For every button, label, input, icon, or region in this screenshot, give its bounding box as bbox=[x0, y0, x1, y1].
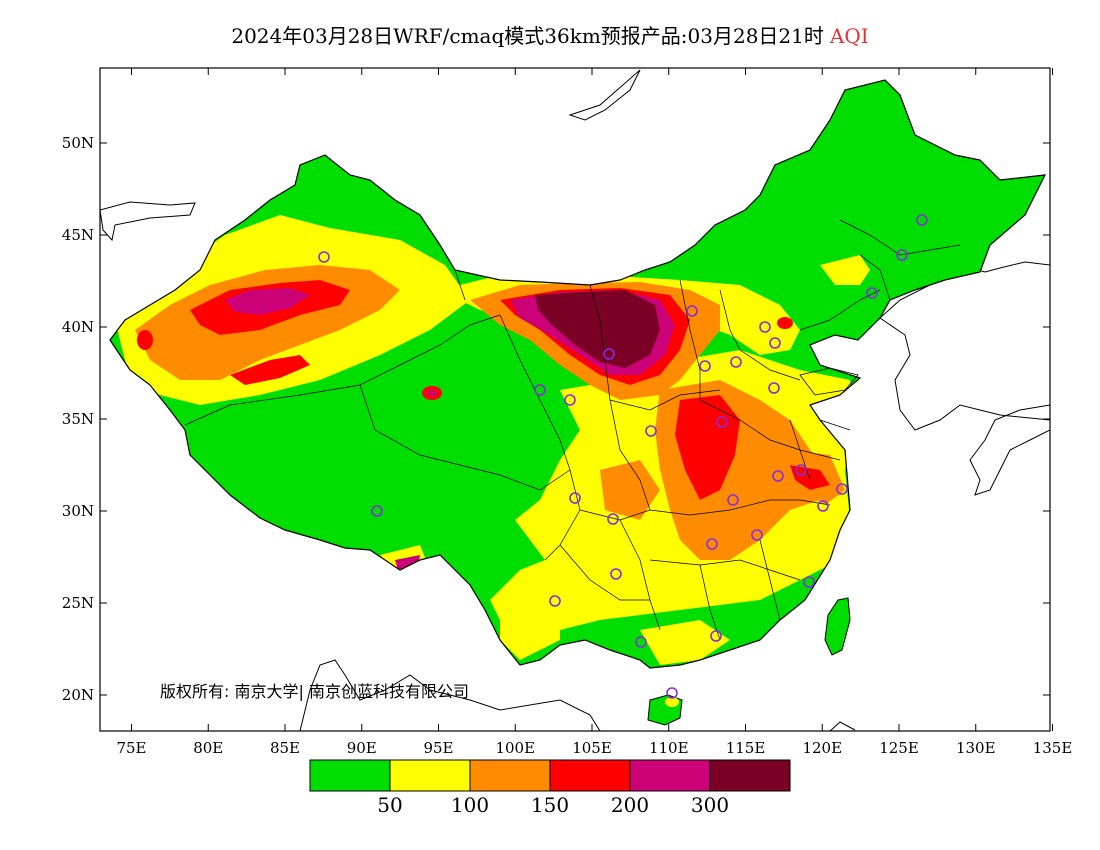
station-marker bbox=[318, 251, 330, 263]
station-marker bbox=[866, 287, 878, 299]
station-marker bbox=[751, 529, 763, 541]
zone-yellow-northeast bbox=[820, 255, 870, 285]
legend-swatch bbox=[709, 759, 791, 792]
station-marker bbox=[772, 470, 784, 482]
legend-swatch bbox=[389, 759, 471, 792]
y-tick-label: 50N bbox=[62, 134, 94, 152]
station-marker bbox=[603, 348, 615, 360]
station-marker bbox=[686, 305, 698, 317]
taiwan-island bbox=[824, 597, 851, 656]
station-marker bbox=[706, 538, 718, 550]
legend-swatch bbox=[629, 759, 711, 792]
zone-purple-xinjiang bbox=[225, 288, 310, 315]
station-marker bbox=[795, 464, 807, 476]
x-tick-label: 100E bbox=[495, 739, 535, 757]
station-marker bbox=[769, 337, 781, 349]
station-marker bbox=[610, 568, 622, 580]
station-marker bbox=[645, 425, 657, 437]
station-marker bbox=[727, 494, 739, 506]
station-marker bbox=[817, 500, 829, 512]
x-tick-label: 85E bbox=[270, 739, 300, 757]
x-tick-label: 80E bbox=[193, 739, 223, 757]
station-marker bbox=[699, 360, 711, 372]
x-tick-label: 120E bbox=[802, 739, 842, 757]
y-axis: 50N 45N 40N 35N 30N 25N 20N bbox=[62, 134, 1050, 704]
legend-swatch bbox=[309, 759, 391, 792]
y-tick-label: 35N bbox=[62, 410, 94, 428]
legend-label: 150 bbox=[531, 793, 569, 817]
x-tick-label: 90E bbox=[347, 739, 377, 757]
aqi-legend: 50 100 150 200 300 bbox=[309, 759, 791, 817]
zone-yellow-south bbox=[640, 620, 730, 665]
x-tick-label: 75E bbox=[116, 739, 146, 757]
korea-japan-outline bbox=[879, 261, 1050, 496]
province-borders bbox=[184, 219, 961, 641]
legend-label: 100 bbox=[451, 793, 489, 817]
zone-maroon-north bbox=[535, 290, 660, 368]
station-marker bbox=[666, 687, 678, 699]
x-tick-label: 130E bbox=[956, 739, 996, 757]
map-title: 2024年03月28日WRF/cmaq模式36km预报产品:03月28日21时 A… bbox=[0, 20, 1100, 49]
station-markers bbox=[318, 214, 928, 699]
map-frame bbox=[99, 67, 1051, 732]
philippines-outline bbox=[829, 721, 856, 731]
station-marker bbox=[371, 505, 383, 517]
zone-orange-sichuan bbox=[600, 460, 660, 520]
title-main: 2024年03月28日WRF/cmaq模式36km预报产品:03月28日21时 bbox=[231, 24, 824, 48]
land-outline-west bbox=[100, 201, 196, 242]
station-marker bbox=[803, 576, 815, 588]
x-tick-label: 95E bbox=[423, 739, 453, 757]
x-tick-label: 135E bbox=[1033, 739, 1073, 757]
lake-baikal-outline bbox=[568, 69, 641, 121]
shandong-peninsula bbox=[799, 367, 859, 396]
legend-label: 200 bbox=[611, 793, 649, 817]
station-marker bbox=[730, 356, 742, 368]
station-marker bbox=[534, 384, 546, 396]
zone-yellow-yunnan bbox=[500, 590, 560, 660]
station-marker bbox=[759, 321, 771, 333]
x-tick-label: 115E bbox=[726, 739, 766, 757]
legend-swatch bbox=[469, 759, 551, 792]
y-tick-label: 25N bbox=[62, 594, 94, 612]
legend-label: 300 bbox=[691, 793, 729, 817]
station-marker bbox=[564, 394, 576, 406]
hotspot-hebei bbox=[777, 317, 793, 329]
station-marker bbox=[768, 382, 780, 394]
station-marker bbox=[896, 249, 908, 261]
x-tick-label: 125E bbox=[879, 739, 919, 757]
china-outline bbox=[109, 79, 1047, 669]
y-tick-label: 30N bbox=[62, 502, 94, 520]
y-tick-label: 40N bbox=[62, 318, 94, 336]
station-marker bbox=[569, 492, 581, 504]
zone-red-central bbox=[675, 395, 740, 500]
x-tick-label: 110E bbox=[649, 739, 689, 757]
legend-label: 50 bbox=[377, 793, 402, 817]
station-marker bbox=[549, 595, 561, 607]
title-variable: AQI bbox=[829, 24, 869, 48]
copyright-text: 版权所有: 南京大学| 南京创蓝科技有限公司 bbox=[160, 682, 469, 701]
station-marker bbox=[635, 636, 647, 648]
hotspot-xinjiang-west bbox=[137, 330, 153, 350]
y-tick-label: 20N bbox=[62, 686, 94, 704]
zone-red-xinjiang-south bbox=[230, 355, 310, 385]
x-axis: 75E 80E 85E 90E 95E 100E 105E 110E 115E 120E 125E 1… bbox=[116, 68, 1072, 757]
zone-red-east bbox=[790, 465, 830, 490]
southeast-asia-outline bbox=[299, 659, 601, 731]
station-marker bbox=[607, 513, 619, 525]
station-marker bbox=[716, 416, 728, 428]
x-tick-label: 105E bbox=[572, 739, 612, 757]
legend-swatch bbox=[549, 759, 631, 792]
station-marker bbox=[916, 214, 928, 226]
station-marker bbox=[836, 483, 848, 495]
station-marker bbox=[710, 630, 722, 642]
y-tick-label: 45N bbox=[62, 226, 94, 244]
